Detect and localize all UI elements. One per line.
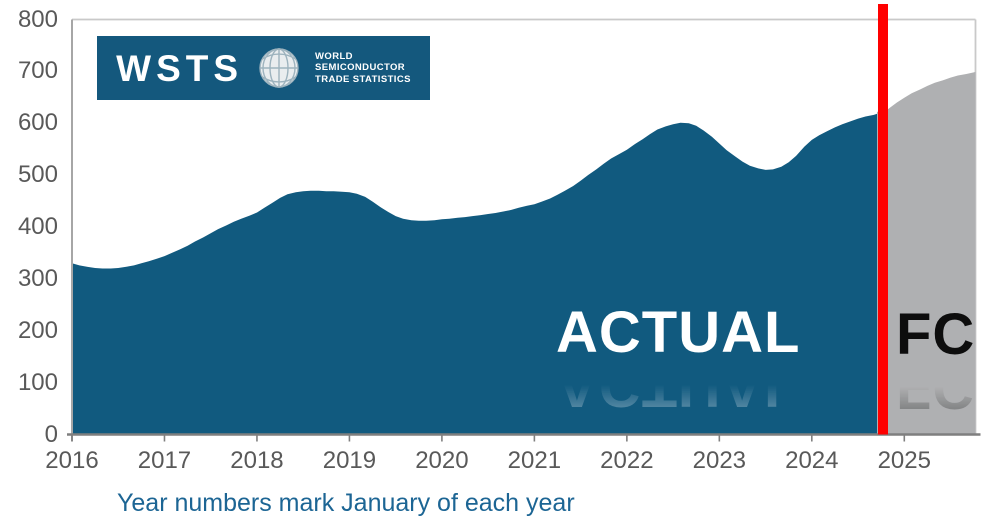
org-line-3: TRADE STATISTICS xyxy=(315,73,411,85)
y-axis-label: 100 xyxy=(17,368,58,396)
globe-icon xyxy=(259,48,299,88)
actual-text: ACTUAL xyxy=(556,300,801,365)
y-axis-label: 700 xyxy=(17,57,58,85)
chart-caption: Year numbers mark January of each year xyxy=(117,489,575,517)
x-axis-label: 2020 xyxy=(415,446,469,474)
actual-text-reflection: ACTUAL xyxy=(556,353,801,419)
forecast-area-path xyxy=(877,71,976,435)
x-axis-label: 2021 xyxy=(507,446,562,474)
wsts-logo: WSTS WORLD SEMICONDUCTOR TRADE STATISTIC… xyxy=(97,36,430,100)
actual-area-label: ACTUAL ACTUAL xyxy=(556,300,801,419)
x-axis-label: 2023 xyxy=(692,446,747,474)
org-line-2: SEMICONDUCTOR xyxy=(315,62,406,74)
y-axis-label: 500 xyxy=(17,161,58,189)
y-axis-label: 600 xyxy=(17,109,58,137)
org-line-1: WORLD xyxy=(315,50,353,62)
y-axis-label: 400 xyxy=(17,213,58,240)
x-axis-label: 2024 xyxy=(785,446,839,474)
x-axis-label: 2016 xyxy=(45,446,99,474)
y-axis-label: 800 xyxy=(17,5,58,33)
y-axis-label: 300 xyxy=(17,264,58,292)
x-axis-ticks xyxy=(71,434,906,442)
x-axis-label: 2018 xyxy=(230,446,284,474)
y-axis-label: 200 xyxy=(17,316,58,344)
x-axis-label: 2019 xyxy=(322,446,377,474)
wsts-wordmark: WSTS xyxy=(116,47,244,89)
y-axis-label: 0 xyxy=(44,420,58,448)
x-axis-label: 2017 xyxy=(137,446,192,474)
actual-area-path xyxy=(72,111,883,435)
forecast-divider-line xyxy=(878,4,888,435)
wsts-org-name: WORLD SEMICONDUCTOR TRADE STATISTICS xyxy=(315,51,411,85)
x-axis-label: 2022 xyxy=(600,446,654,474)
forecast-area-label: FC FC xyxy=(896,302,976,421)
x-axis-label: 2025 xyxy=(877,446,931,474)
fc-text-reflection: FC xyxy=(896,355,976,421)
fc-text: FC xyxy=(896,302,976,367)
